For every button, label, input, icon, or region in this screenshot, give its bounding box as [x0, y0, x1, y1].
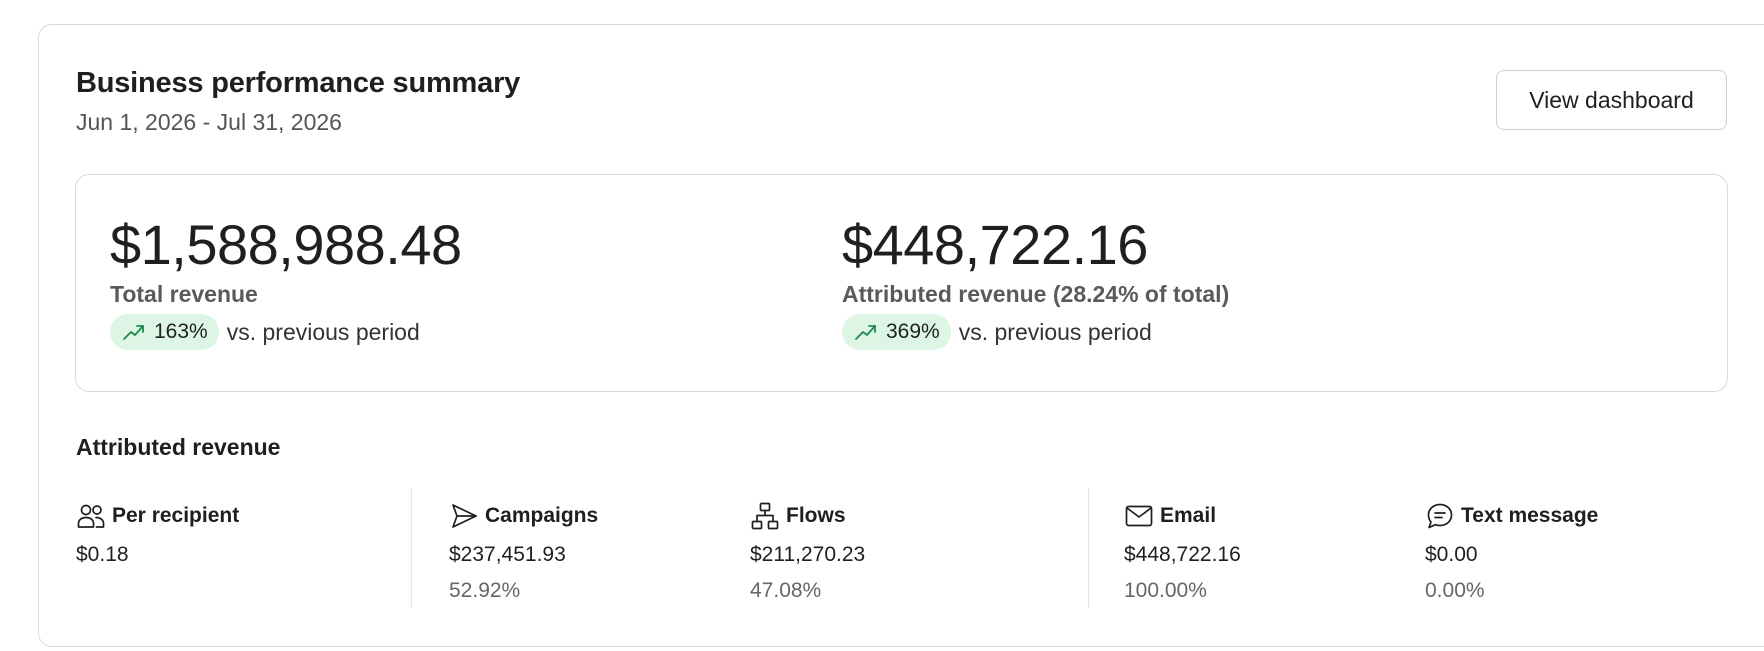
metric-percent: 52.92%: [449, 579, 521, 602]
card-title: Business performance summary: [76, 67, 521, 99]
flow-icon: [751, 502, 779, 530]
performance-summary-card: Business performance summary Jun 1, 2026…: [38, 24, 1764, 647]
metric-text-message: Text message $0.00 0.00%: [1425, 501, 1598, 603]
change-percent: 369%: [886, 320, 940, 343]
metric-email: Email $448,722.16 100.00%: [1124, 501, 1241, 603]
metric-label: Email: [1160, 504, 1217, 527]
metric-label: Text message: [1461, 504, 1599, 527]
metric-per-recipient: Per recipient $0.18: [76, 501, 239, 567]
metric-flows: Flows $211,270.23 47.08%: [750, 501, 865, 603]
metric-percent: 100.00%: [1124, 579, 1207, 602]
change-suffix: vs. previous period: [226, 318, 420, 345]
metric-percent: 47.08%: [750, 579, 822, 602]
mail-icon: [1125, 505, 1153, 527]
metric-campaigns: Campaigns $237,451.93 52.92%: [449, 501, 598, 603]
metric-value: $211,270.23: [750, 543, 866, 566]
view-dashboard-button[interactable]: View dashboard: [1496, 70, 1727, 130]
chat-icon: [1427, 503, 1453, 529]
total-revenue-value: $1,588,988.48: [110, 213, 462, 276]
change-percent: 163%: [154, 320, 208, 343]
metric-percent: 0.00%: [1425, 579, 1485, 602]
trend-up-icon: [855, 325, 876, 340]
divider: [411, 488, 412, 608]
total-revenue-kpi: $1,588,988.48 Total revenue 163% vs. pre…: [110, 213, 462, 350]
total-revenue-label: Total revenue: [110, 281, 258, 307]
metric-label: Campaigns: [485, 504, 599, 527]
attributed-revenue-heading: Attributed revenue: [76, 434, 281, 460]
send-icon: [452, 504, 477, 528]
change-suffix: vs. previous period: [958, 318, 1152, 345]
kpi-panel: $1,588,988.48 Total revenue 163% vs. pre…: [75, 174, 1728, 392]
attributed-revenue-label: Attributed revenue (28.24% of total): [842, 281, 1230, 307]
trend-up-icon: [123, 325, 144, 340]
attributed-revenue-kpi: $448,722.16 Attributed revenue (28.24% o…: [842, 213, 1229, 350]
metric-value: $0.00: [1425, 543, 1478, 566]
attributed-revenue-change: 369% vs. previous period: [842, 314, 1229, 350]
divider: [1088, 488, 1089, 608]
attributed-revenue-value: $448,722.16: [842, 213, 1148, 276]
users-icon: [77, 504, 105, 528]
metric-label: Per recipient: [112, 504, 240, 527]
change-badge: 163%: [110, 314, 219, 350]
metric-value: $0.18: [76, 543, 129, 566]
date-range: Jun 1, 2026 - Jul 31, 2026: [76, 109, 342, 135]
metric-label: Flows: [786, 504, 846, 527]
metric-value: $448,722.16: [1124, 543, 1241, 566]
total-revenue-change: 163% vs. previous period: [110, 314, 462, 350]
change-badge: 369%: [842, 314, 951, 350]
metric-value: $237,451.93: [449, 543, 566, 566]
